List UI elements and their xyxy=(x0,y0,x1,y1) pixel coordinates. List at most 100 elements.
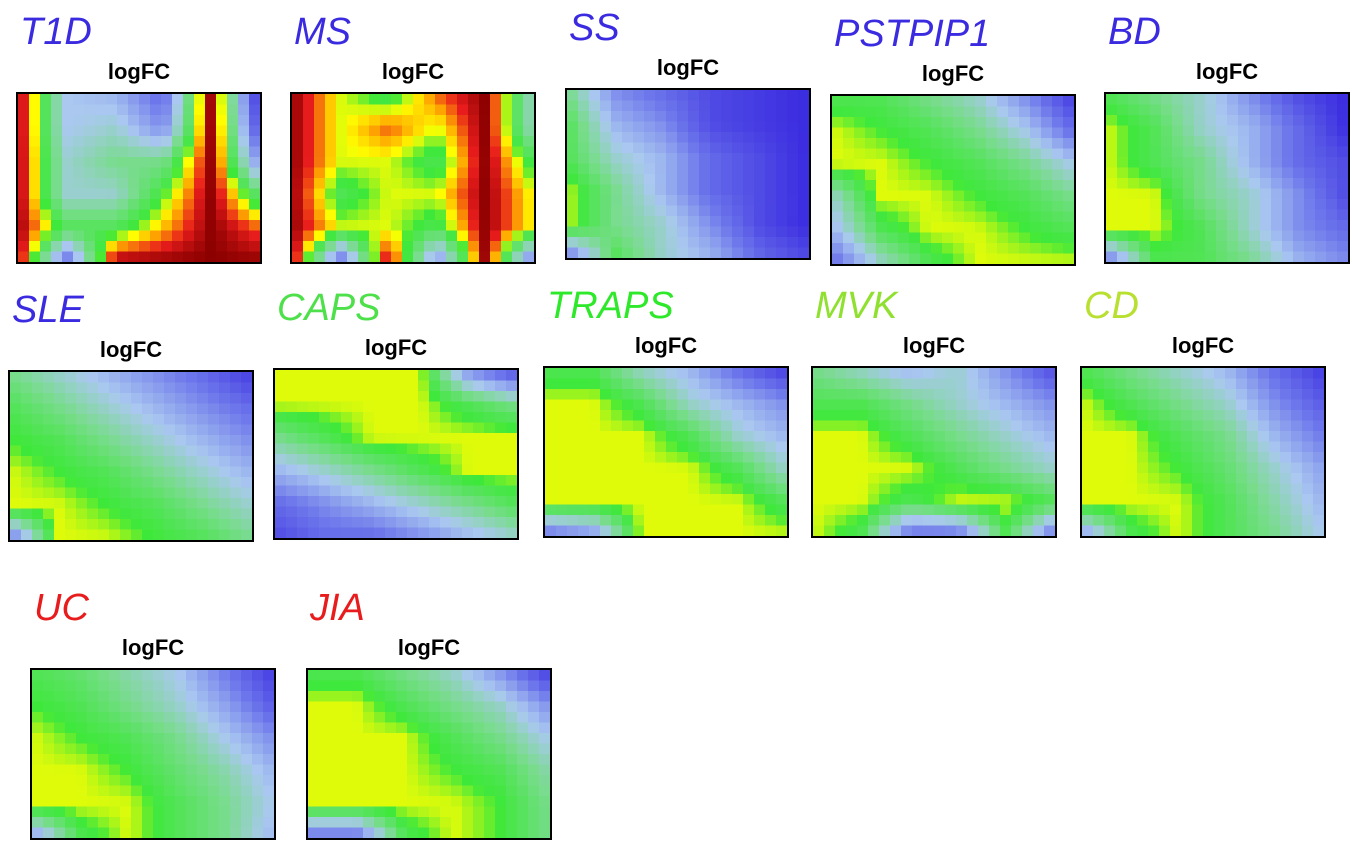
heatmap-cell xyxy=(846,494,858,506)
heatmap-cell xyxy=(1104,431,1116,443)
heatmap-cell xyxy=(153,466,165,478)
heatmap-cell xyxy=(1238,104,1250,116)
heatmap-cell xyxy=(677,174,689,186)
heatmap-cell xyxy=(54,754,66,766)
heatmap-cell xyxy=(1238,209,1250,221)
heatmap-cell xyxy=(84,146,96,158)
heatmap-cell xyxy=(407,380,419,392)
heatmap-cell xyxy=(54,764,66,776)
heatmap-cell xyxy=(813,452,825,464)
heatmap-cell xyxy=(567,368,579,380)
heatmap-cell xyxy=(655,237,667,249)
heatmap-cell xyxy=(391,220,403,232)
heatmap-cell xyxy=(330,712,342,724)
heatmap-cell xyxy=(1115,462,1127,474)
heatmap-cell xyxy=(1030,201,1042,213)
heatmap-cell xyxy=(857,399,869,411)
heatmap-cell xyxy=(1280,515,1292,527)
heatmap-cell xyxy=(473,391,485,403)
heatmap-cell xyxy=(1227,220,1239,232)
heatmap-cell xyxy=(241,806,253,818)
heatmap-cell xyxy=(1313,462,1324,474)
heatmap-cell xyxy=(1291,473,1303,485)
heatmap-cell xyxy=(1249,104,1261,116)
heatmap-cell xyxy=(1044,399,1055,411)
heatmap-cell xyxy=(352,527,364,538)
heatmap-cell xyxy=(677,483,689,495)
heatmap-cell xyxy=(1293,115,1305,127)
heatmap-cell xyxy=(1000,452,1012,464)
heatmap-cell xyxy=(909,169,921,181)
heatmap-cell xyxy=(688,389,700,401)
heatmap-cell xyxy=(655,504,667,516)
heatmap-cell xyxy=(887,222,899,234)
heatmap-cell xyxy=(677,399,689,411)
heatmap-cell xyxy=(407,370,419,382)
heatmap-cell xyxy=(358,125,370,137)
heatmap-cell xyxy=(1313,368,1324,380)
heatmap-cell xyxy=(227,188,239,200)
heatmap-cell xyxy=(172,136,184,148)
heatmap-cell xyxy=(219,775,231,787)
heatmap-cell xyxy=(490,104,502,116)
heatmap-cell xyxy=(1052,243,1064,255)
heatmap-cell xyxy=(164,827,176,838)
heatmap-cell xyxy=(363,785,375,797)
heatmap-cell xyxy=(854,106,866,118)
heatmap-cell xyxy=(754,410,766,422)
heatmap-cell xyxy=(297,485,309,497)
heatmap-cell xyxy=(330,485,342,497)
heatmap-cell xyxy=(1216,251,1228,262)
heatmap-cell xyxy=(1181,431,1193,443)
heatmap-cell xyxy=(1238,188,1250,200)
heatmap-cell xyxy=(1041,253,1053,264)
heatmap-cell xyxy=(1128,220,1140,232)
heatmap-cell xyxy=(611,473,623,485)
heatmap-cell xyxy=(396,517,408,529)
heatmap-cell xyxy=(517,827,529,838)
heatmap-cell xyxy=(978,483,990,495)
heatmap-cell xyxy=(62,230,74,242)
heatmap-cell xyxy=(219,806,231,818)
heatmap-cell xyxy=(227,220,239,232)
heatmap-cell xyxy=(975,169,987,181)
heatmap-cell xyxy=(336,209,348,221)
heatmap-cell xyxy=(391,241,403,253)
heatmap-cell xyxy=(868,420,880,432)
heatmap-cell xyxy=(120,712,132,724)
heatmap-cell xyxy=(512,115,524,127)
heatmap-cell xyxy=(352,464,364,476)
heatmap-cell xyxy=(106,94,118,106)
heatmap-cell xyxy=(495,754,507,766)
heatmap-cell xyxy=(912,378,924,390)
heatmap-cell xyxy=(1117,115,1129,127)
heatmap-cell xyxy=(1280,483,1292,495)
heatmap-cell xyxy=(172,230,184,242)
heatmap-cell xyxy=(358,146,370,158)
heatmap-cell xyxy=(1172,209,1184,221)
heatmap-cell xyxy=(710,90,722,102)
heatmap-canvas xyxy=(8,370,254,542)
heatmap-cell xyxy=(539,754,550,766)
heatmap-cell xyxy=(495,464,507,476)
heatmap-cell xyxy=(1269,515,1281,527)
heatmap-cell xyxy=(374,496,386,508)
heatmap-cell xyxy=(545,420,557,432)
heatmap-cell xyxy=(854,190,866,202)
heatmap-cell xyxy=(440,496,452,508)
heatmap-cell xyxy=(238,178,250,190)
heatmap-cell xyxy=(512,230,524,242)
heatmap-cell xyxy=(76,498,88,510)
heatmap-cell xyxy=(153,743,165,755)
heatmap-cell xyxy=(1326,167,1338,179)
heatmap-cell xyxy=(854,117,866,129)
heatmap-cell xyxy=(1225,452,1237,464)
heatmap-cell xyxy=(440,827,452,838)
heatmap-cell xyxy=(186,701,198,713)
heatmap-cell xyxy=(677,100,689,112)
heatmap-cell xyxy=(308,796,320,808)
heatmap-cell xyxy=(440,764,452,776)
heatmap-cell xyxy=(1126,441,1138,453)
heatmap-cell xyxy=(407,475,419,487)
heatmap-cell xyxy=(912,420,924,432)
